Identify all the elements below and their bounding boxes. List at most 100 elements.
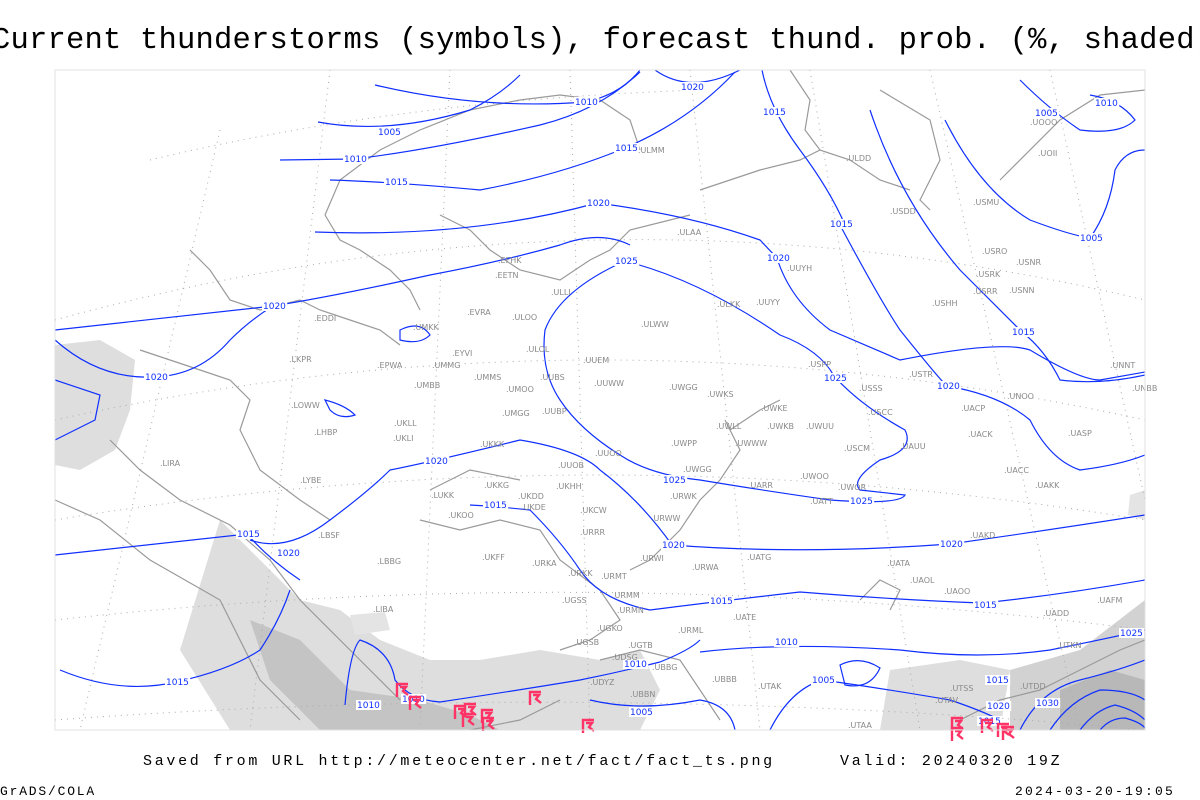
station-label: .UGKO [597, 624, 623, 633]
thunderstorm-probability-shading [55, 340, 1145, 730]
thunderstorm-symbol-icon [461, 712, 475, 727]
isobar-label: 1005 [378, 128, 401, 138]
isobar-label: 1005 [1035, 109, 1058, 119]
isobar-label: 1015 [615, 144, 638, 154]
station-label: .URRR [580, 528, 606, 537]
station-label: .LYBE [300, 476, 321, 485]
station-label: .UGTB [628, 641, 653, 650]
thunderstorm-symbols [395, 682, 1015, 741]
station-label: .UWOO [800, 472, 829, 481]
station-label: .UWKS [707, 390, 734, 399]
station-label: .UWPP [671, 439, 697, 448]
label-background [356, 700, 382, 710]
isobar-label: 1010 [344, 155, 367, 165]
label-background [985, 675, 1011, 685]
station-label: .UUBS [540, 373, 565, 382]
station-label: .EETN [495, 271, 519, 280]
map-title: Current thunderstorms (symbols), forecas… [0, 24, 1200, 58]
station-label: .UMMG [432, 361, 460, 370]
station-label: .UAKD [970, 531, 995, 540]
isobar-label: 1015 [763, 108, 786, 118]
isobar-label: 1020 [662, 541, 685, 551]
station-label: .LOWW [291, 401, 320, 410]
label-background [262, 301, 288, 311]
label-background [829, 219, 855, 229]
thunderstorm-symbol-icon [395, 682, 409, 697]
station-label: .UTAK [758, 682, 782, 691]
station-label: .UNOO [1007, 392, 1034, 401]
station-label: .UNNT [1110, 361, 1135, 370]
isobar-label: 1020 [277, 549, 300, 559]
label-background [343, 154, 369, 164]
shaded-area [1060, 670, 1145, 730]
label-background [939, 539, 965, 549]
label-background [629, 707, 655, 717]
station-label: .USDD [890, 207, 916, 216]
label-background [614, 143, 640, 153]
isobar-label: 1015 [385, 178, 408, 188]
station-label: .URML [678, 626, 704, 635]
station-label: .UATE [733, 613, 756, 622]
isobar-label: 1030 [1036, 699, 1059, 709]
isobar-label: 1020 [937, 382, 960, 392]
station-label: .UAOL [910, 576, 935, 585]
isobar-label: 1015 [484, 501, 507, 511]
station-label: .USCC [868, 408, 893, 417]
station-label: .UATA [887, 559, 911, 568]
isobar-label: 1020 [587, 199, 610, 209]
station-label: .UMKK [413, 323, 440, 332]
station-label: .UDYZ [590, 678, 615, 687]
station-label: .LKPR [289, 355, 312, 364]
isobar-label: 1010 [1095, 99, 1118, 109]
station-label: .UKDE [521, 503, 546, 512]
station-label: .ULWW [641, 320, 669, 329]
isobar-label: 1020 [263, 302, 286, 312]
isobar-label: 1010 [357, 701, 380, 711]
station-label: .UKOO [448, 511, 474, 520]
label-background [586, 198, 612, 208]
isobar-label: 1015 [986, 676, 1009, 686]
station-label: .UUYY [756, 298, 780, 307]
isobar-label: 1025 [850, 497, 873, 507]
station-label: .USHH [932, 299, 958, 308]
label-background [811, 675, 837, 685]
station-label: .UTAA [848, 721, 872, 730]
station-label: .UKCW [580, 506, 607, 515]
station-label: .EFHK [498, 256, 522, 265]
station-label: .ULAA [677, 228, 702, 237]
station-label: .UACK [968, 430, 993, 439]
station-label: .USRK [976, 270, 1001, 279]
isobar-label: 1015 [237, 530, 260, 540]
label-background [973, 600, 999, 610]
station-label: .UGSS [562, 596, 587, 605]
station-label: .UOOO [1030, 118, 1057, 127]
station-label: .USRR [973, 287, 998, 296]
station-label: .LBBG [377, 557, 401, 566]
label-background [709, 596, 735, 606]
label-background [1011, 327, 1037, 337]
thunderstorm-symbol-icon [528, 690, 542, 705]
station-label: .UBBB [712, 675, 737, 684]
station-label: .URMT [601, 572, 627, 581]
station-label: .ULKK [717, 300, 741, 309]
isobar-label: 1020 [940, 540, 963, 550]
isobar-label: 1010 [575, 98, 598, 108]
station-label: .USNR [1016, 258, 1041, 267]
label-background [662, 475, 688, 485]
label-background [936, 381, 962, 391]
station-label: .URKK [568, 569, 593, 578]
station-label: .UKLL [394, 419, 417, 428]
label-background [424, 456, 450, 466]
station-label: .UUBP [542, 407, 567, 416]
label-background [1094, 98, 1120, 108]
isobar-label: 1015 [166, 678, 189, 688]
station-label: .UKLI [393, 434, 413, 443]
station-label: .USSS [859, 384, 883, 393]
isobar-label: 1020 [767, 254, 790, 264]
shaded-area [1128, 490, 1145, 520]
station-label: .UAKK [1035, 481, 1060, 490]
station-label: .URWW [651, 514, 681, 523]
isobar-label: 1020 [987, 702, 1010, 712]
station-label: .LIRA [160, 459, 181, 468]
isobar-label: 1015 [974, 601, 997, 611]
